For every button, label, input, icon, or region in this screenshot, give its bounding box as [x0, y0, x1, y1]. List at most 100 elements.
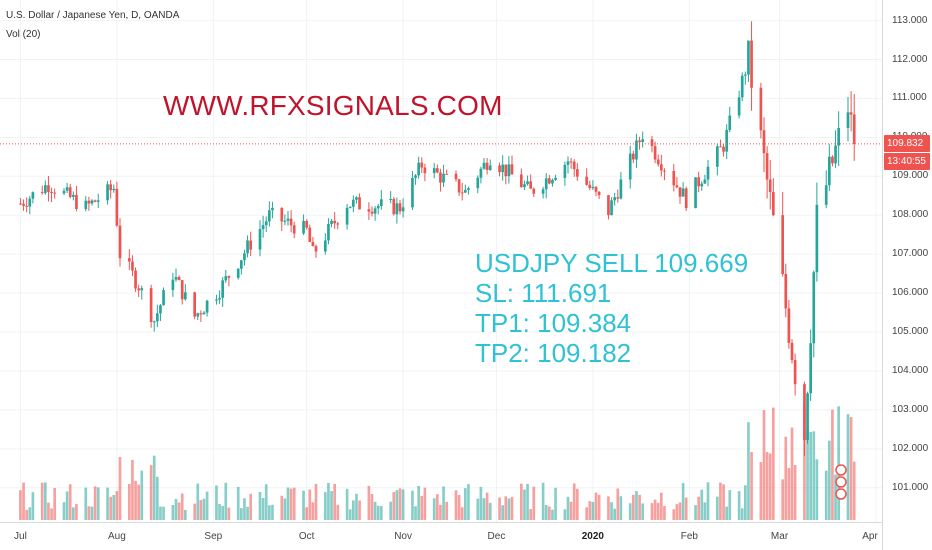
volume-bar	[134, 480, 137, 520]
volume-bar	[140, 470, 144, 520]
volume-bar	[53, 487, 57, 520]
candle-body	[694, 177, 697, 209]
volume-bar	[68, 484, 72, 520]
volume-bar	[541, 482, 545, 520]
candle-body	[93, 200, 97, 202]
volume-bar	[628, 503, 632, 520]
volume-bar	[815, 459, 819, 520]
candle-body	[849, 112, 853, 115]
candle-body	[348, 206, 352, 208]
candle-body	[768, 179, 772, 193]
volume-bar	[215, 485, 218, 520]
volume-bar	[333, 483, 337, 520]
candle-body	[323, 240, 327, 252]
candle-body	[719, 146, 722, 148]
candle-body	[221, 280, 225, 298]
event-badge-icon[interactable]	[835, 476, 847, 488]
price-tick-label: 102.000	[892, 442, 929, 454]
volume-bar	[127, 483, 131, 520]
time-axis[interactable]: Jul Aug Sep Oct Nov Dec 2020 Feb Mar Apr	[0, 522, 882, 550]
candle-body	[488, 165, 492, 170]
symbol-legend[interactable]: U.S. Dollar / Japanese Yen, D, OANDA	[6, 10, 180, 21]
volume-bar	[529, 509, 533, 520]
candle-body	[258, 229, 262, 250]
volume-bar	[485, 492, 489, 520]
volume-bar	[703, 502, 707, 520]
candle-body	[588, 184, 592, 189]
chart-area[interactable]: U.S. Dollar / Japanese Yen, D, OANDA Vol…	[0, 0, 882, 522]
volume-legend[interactable]: Vol (20)	[6, 29, 41, 40]
signal-annotation: USDJPY SELL 109.669 SL: 111.691 TP1: 109…	[475, 248, 748, 368]
candle-body	[725, 129, 729, 152]
volume-bar	[420, 495, 424, 520]
candle-body	[703, 179, 707, 184]
price-chart[interactable]	[0, 0, 882, 522]
volume-bar	[379, 506, 383, 520]
volume-bar	[71, 507, 75, 520]
volume-bar	[43, 482, 47, 520]
candle-body	[482, 162, 486, 169]
candle-body	[345, 207, 349, 225]
candle-body	[638, 140, 641, 143]
volume-bar	[631, 494, 635, 520]
price-tick-label: 108.000	[892, 209, 929, 221]
volume-bar	[706, 482, 710, 520]
candle-body	[827, 156, 831, 186]
candle-body	[50, 191, 53, 193]
volume-bar	[50, 508, 53, 520]
event-badge-icon[interactable]	[835, 488, 847, 500]
volume-bar	[159, 506, 162, 520]
candle-body	[370, 211, 374, 214]
candle-body	[311, 241, 315, 247]
volume-bar	[199, 500, 203, 520]
candle-body	[784, 273, 788, 309]
volume-bar	[246, 506, 249, 520]
candle-body	[118, 225, 122, 259]
price-axis[interactable]: 101.000 102.000 103.000 104.000 105.000 106.0…	[882, 0, 932, 550]
candle-body	[846, 112, 850, 128]
candle-body	[43, 185, 47, 194]
volume-badges	[835, 464, 847, 500]
volume-bar	[781, 479, 785, 520]
volume-bar	[467, 484, 470, 520]
candle-body	[162, 290, 165, 306]
candle-body	[831, 156, 834, 164]
time-tick-label: Oct	[298, 531, 315, 542]
candle-body	[336, 223, 340, 225]
candle-body	[109, 184, 113, 191]
volume-bar	[747, 422, 750, 520]
candle-body	[697, 177, 701, 187]
candle-body	[267, 210, 271, 222]
volume-bar	[218, 503, 221, 520]
volume-bar	[171, 504, 175, 520]
candle-body	[510, 164, 514, 175]
candle-body	[743, 74, 747, 76]
candle-body	[28, 198, 32, 207]
volume-bar	[243, 498, 246, 520]
candle-body	[398, 203, 402, 212]
volume-bar	[131, 459, 134, 520]
event-badge-icon[interactable]	[835, 464, 847, 476]
signal-line-sl: SL: 111.691	[475, 278, 612, 308]
candle-body	[134, 270, 137, 289]
volume-bar	[249, 493, 253, 520]
last-price-tag: 109.832	[884, 134, 930, 152]
volume-bar	[635, 491, 638, 520]
candle-body	[747, 40, 750, 75]
candle-body	[569, 161, 573, 163]
candle-body	[401, 207, 405, 212]
candle-body	[75, 194, 78, 209]
volume-bars	[19, 404, 856, 520]
candle-body	[445, 173, 449, 175]
volume-bar	[205, 491, 209, 520]
candle-body	[507, 164, 511, 177]
volume-bar	[750, 452, 753, 520]
volume-bar	[824, 470, 828, 520]
volume-bar	[376, 505, 380, 520]
candle-body	[659, 164, 663, 171]
candle-body	[327, 224, 330, 241]
candle-body	[90, 200, 94, 204]
volume-bar	[327, 482, 330, 520]
candle-body	[715, 146, 719, 167]
volume-bar	[498, 497, 501, 520]
